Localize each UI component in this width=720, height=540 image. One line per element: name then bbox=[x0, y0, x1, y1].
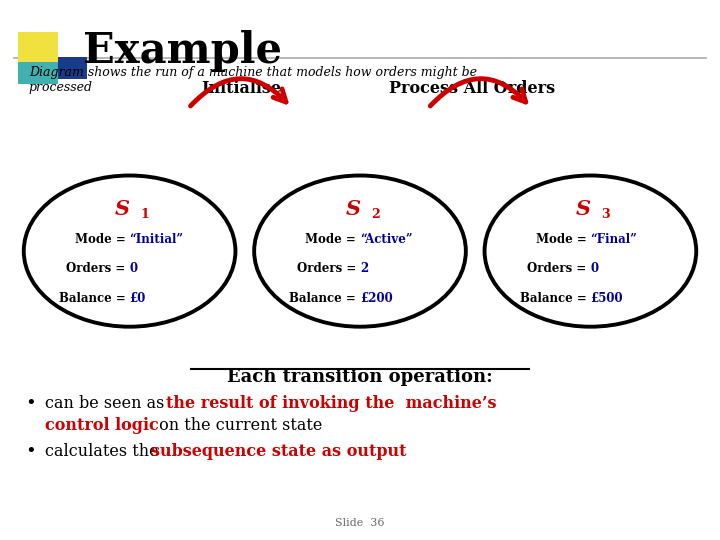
FancyArrowPatch shape bbox=[191, 79, 286, 106]
Ellipse shape bbox=[485, 176, 696, 327]
Text: “Initial”: “Initial” bbox=[130, 233, 184, 246]
Text: Orders =: Orders = bbox=[297, 262, 360, 275]
Text: processed: processed bbox=[29, 81, 93, 94]
FancyBboxPatch shape bbox=[18, 32, 58, 62]
Text: 1: 1 bbox=[140, 208, 149, 221]
Ellipse shape bbox=[24, 176, 235, 327]
Text: •: • bbox=[25, 443, 36, 461]
Text: £500: £500 bbox=[590, 292, 623, 305]
Text: 2: 2 bbox=[371, 208, 379, 221]
Text: control logic: control logic bbox=[45, 417, 158, 434]
Text: Diagram shows the run of a machine that models how orders might be: Diagram shows the run of a machine that … bbox=[29, 66, 477, 79]
Text: Each transition operation:: Each transition operation: bbox=[227, 368, 493, 386]
FancyArrowPatch shape bbox=[431, 79, 526, 106]
Text: S: S bbox=[345, 199, 361, 219]
Text: 0: 0 bbox=[130, 262, 138, 275]
Text: S: S bbox=[575, 199, 591, 219]
Text: Balance =: Balance = bbox=[59, 292, 130, 305]
Text: Mode =: Mode = bbox=[536, 233, 590, 246]
Text: £200: £200 bbox=[360, 292, 392, 305]
Text: 3: 3 bbox=[601, 208, 610, 221]
Text: Slide  36: Slide 36 bbox=[336, 518, 384, 528]
Text: “Final”: “Final” bbox=[590, 233, 637, 246]
FancyBboxPatch shape bbox=[58, 57, 87, 79]
Text: calculates the: calculates the bbox=[45, 443, 163, 460]
Text: Process All Orders: Process All Orders bbox=[389, 80, 554, 97]
Text: £0: £0 bbox=[130, 292, 146, 305]
Text: on the current state: on the current state bbox=[154, 417, 323, 434]
Text: 0: 0 bbox=[590, 262, 598, 275]
Text: Balance =: Balance = bbox=[520, 292, 590, 305]
Text: the result of invoking the  machine’s: the result of invoking the machine’s bbox=[166, 395, 496, 412]
Text: can be seen as: can be seen as bbox=[45, 395, 169, 412]
Text: Mode =: Mode = bbox=[75, 233, 130, 246]
Text: Balance =: Balance = bbox=[289, 292, 360, 305]
Text: Example: Example bbox=[83, 30, 282, 72]
Text: subsequence state as output: subsequence state as output bbox=[151, 443, 407, 460]
Text: 2: 2 bbox=[360, 262, 368, 275]
Text: •: • bbox=[25, 395, 36, 413]
FancyBboxPatch shape bbox=[18, 62, 58, 84]
Text: Orders =: Orders = bbox=[527, 262, 590, 275]
Text: “Active”: “Active” bbox=[360, 233, 413, 246]
Text: Orders =: Orders = bbox=[66, 262, 130, 275]
Text: S: S bbox=[114, 199, 130, 219]
Text: Mode =: Mode = bbox=[305, 233, 360, 246]
Text: Initialise: Initialise bbox=[201, 80, 282, 97]
Ellipse shape bbox=[254, 176, 466, 327]
